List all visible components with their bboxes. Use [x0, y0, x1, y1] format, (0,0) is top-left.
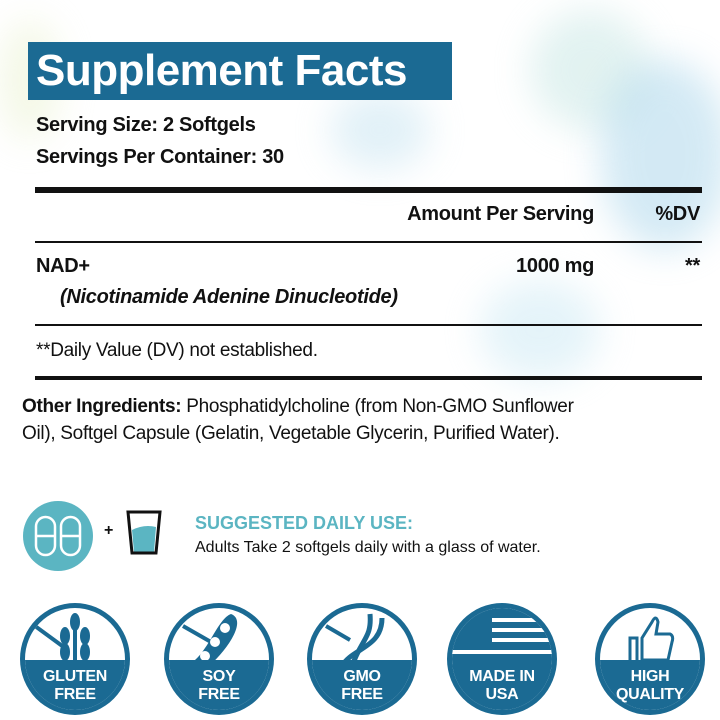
divider: [35, 376, 702, 380]
divider: [35, 187, 702, 193]
dna-icon: [324, 613, 385, 668]
badge-label: SOY FREE: [169, 668, 269, 704]
badge-band: [169, 660, 269, 710]
badge-label: HIGH QUALITY: [600, 668, 700, 704]
amount-header: Amount Per Serving: [407, 203, 594, 225]
badge-label-line: FREE: [341, 686, 383, 703]
badge-high-quality: HIGH QUALITY: [595, 603, 705, 715]
badge-label: GLUTEN FREE: [25, 668, 125, 704]
dv-header: %DV: [655, 203, 700, 225]
plus-sign: +: [104, 522, 114, 539]
badge-gmo-free: GMO FREE: [307, 603, 417, 715]
serving-size: Serving Size: 2 Softgels: [36, 114, 256, 136]
ingredient-name: NAD+: [36, 255, 90, 277]
badge-band: [600, 660, 700, 710]
servings-per-container: Servings Per Container: 30: [36, 146, 284, 168]
badge-label-line: FREE: [54, 686, 96, 703]
softgel-capsules-icon: [23, 501, 93, 571]
wheat-icon: [33, 613, 90, 666]
background-droplet: [330, 90, 430, 170]
badge-band: [25, 660, 125, 710]
us-flag-icon: [452, 608, 552, 668]
ingredient-amount: 1000 mg: [516, 255, 594, 277]
badge-label-line: FREE: [198, 686, 240, 703]
badge-band: [452, 660, 552, 710]
badge-label-line: SOY: [202, 668, 236, 685]
usage-text: Adults Take 2 softgels daily with a glas…: [195, 539, 541, 556]
badge-label-line: USA: [485, 686, 519, 703]
badge-label-line: GLUTEN: [43, 668, 107, 685]
background-droplet: [530, 10, 650, 130]
other-ingredients-text: Phosphatidylcholine (from Non-GMO Sunflo…: [181, 396, 574, 417]
divider: [35, 241, 702, 243]
usage-heading: SUGGESTED DAILY USE:: [195, 513, 414, 533]
badge-label-line: HIGH: [630, 668, 670, 685]
badge-label-line: GMO: [343, 668, 381, 685]
ingredient-dv: **: [685, 255, 700, 277]
page-title: Supplement Facts: [28, 42, 452, 100]
badge-label-line: MADE IN: [469, 668, 535, 685]
background-droplet: [480, 280, 600, 380]
thumbs-up-icon: [628, 616, 675, 664]
water-glass-icon: [126, 510, 162, 555]
background-droplet: [600, 60, 720, 250]
badge-band: [312, 660, 412, 710]
badge-gluten-free: GLUTEN FREE: [20, 603, 130, 715]
badge-label: GMO FREE: [312, 668, 412, 704]
badge-soy-free: SOY FREE: [164, 603, 274, 715]
ingredient-subname: (Nicotinamide Adenine Dinucleotide): [60, 286, 398, 308]
badge-label: MADE IN USA: [452, 668, 552, 704]
other-ingredients-text: Oil), Softgel Capsule (Gelatin, Vegetabl…: [22, 423, 560, 444]
badge-label-line: QUALITY: [615, 686, 685, 703]
badge-made-in-usa: MADE IN USA: [447, 603, 557, 715]
divider: [35, 324, 702, 326]
footnote: **Daily Value (DV) not established.: [36, 340, 318, 361]
other-ingredients-label: Other Ingredients:: [22, 396, 182, 417]
soybean-icon: [182, 614, 238, 666]
